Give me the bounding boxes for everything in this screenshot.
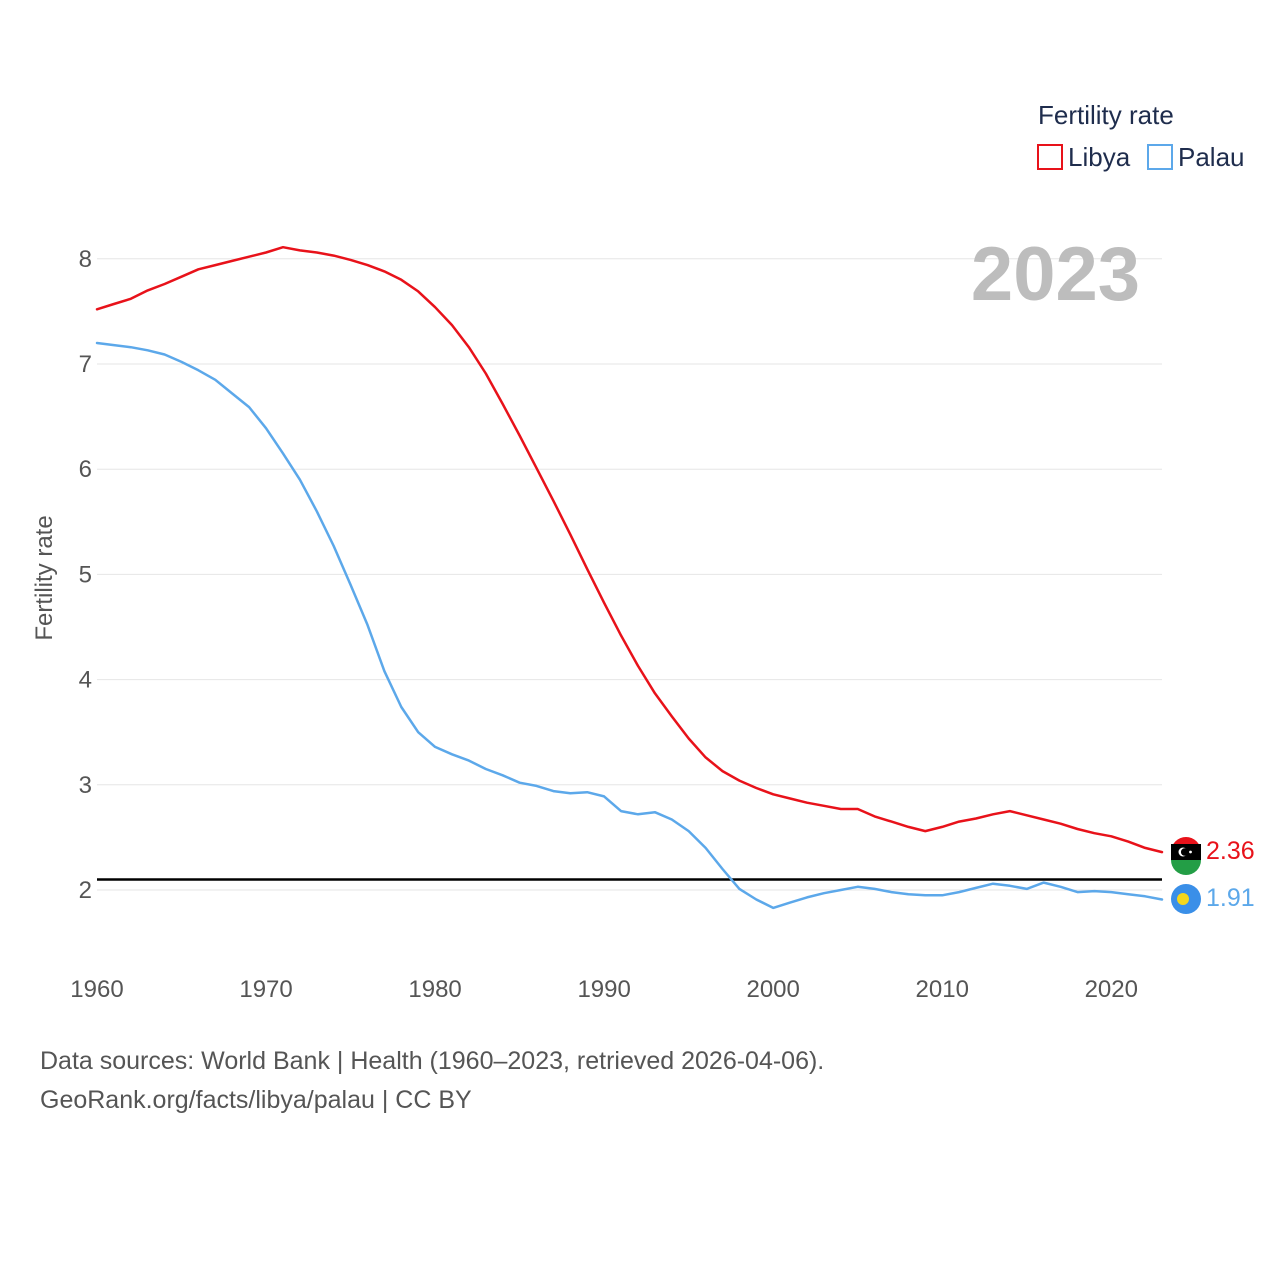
x-tick-label: 1960 bbox=[70, 976, 123, 1003]
y-tick-label: 7 bbox=[79, 351, 92, 378]
x-tick-label: 1970 bbox=[239, 976, 292, 1003]
legend-title: Fertility rate bbox=[1038, 100, 1174, 130]
x-tick-label: 2000 bbox=[746, 976, 799, 1003]
y-tick-label: 2 bbox=[79, 877, 92, 904]
flag-icon-palau bbox=[1171, 884, 1201, 914]
legend: Fertility rate Libya Palau bbox=[1037, 100, 1245, 172]
y-tick-label: 8 bbox=[79, 246, 92, 273]
x-tick-label: 1990 bbox=[577, 976, 630, 1003]
legend-label-palau[interactable]: Palau bbox=[1178, 142, 1245, 172]
legend-label-libya[interactable]: Libya bbox=[1068, 142, 1131, 172]
series-line-libya[interactable] bbox=[95, 245, 1164, 854]
flag-icon-libya bbox=[1171, 837, 1201, 875]
y-tick-label: 4 bbox=[79, 667, 92, 694]
end-label-libya: 2.36 bbox=[1206, 837, 1255, 865]
y-axis-title: Fertility rate bbox=[31, 515, 58, 640]
series-layer bbox=[95, 245, 1164, 910]
legend-swatch-palau[interactable] bbox=[1147, 144, 1173, 170]
year-display: 2023 bbox=[971, 232, 1140, 317]
footer-link[interactable]: GeoRank.org/facts/libya/palau | CC BY bbox=[40, 1086, 472, 1114]
y-tick-label: 3 bbox=[79, 772, 92, 799]
end-markers: 2.36 1.91 bbox=[1206, 837, 1255, 912]
series-line-palau[interactable] bbox=[95, 341, 1164, 910]
y-tick-label: 6 bbox=[79, 456, 92, 483]
footer-sources: Data sources: World Bank | Health (1960–… bbox=[40, 1047, 824, 1075]
legend-swatch-libya[interactable] bbox=[1037, 144, 1063, 170]
y-tick-labels: 2 3 4 5 6 7 8 bbox=[79, 246, 92, 904]
x-tick-label: 2020 bbox=[1085, 976, 1138, 1003]
x-tick-label: 1980 bbox=[408, 976, 461, 1003]
grid-layer bbox=[97, 258, 1162, 891]
x-tick-labels: 1960 1970 1980 1990 2000 2010 2020 bbox=[70, 976, 1138, 1003]
x-tick-label: 2010 bbox=[916, 976, 969, 1003]
end-label-palau: 1.91 bbox=[1206, 884, 1255, 912]
y-tick-label: 5 bbox=[79, 561, 92, 588]
